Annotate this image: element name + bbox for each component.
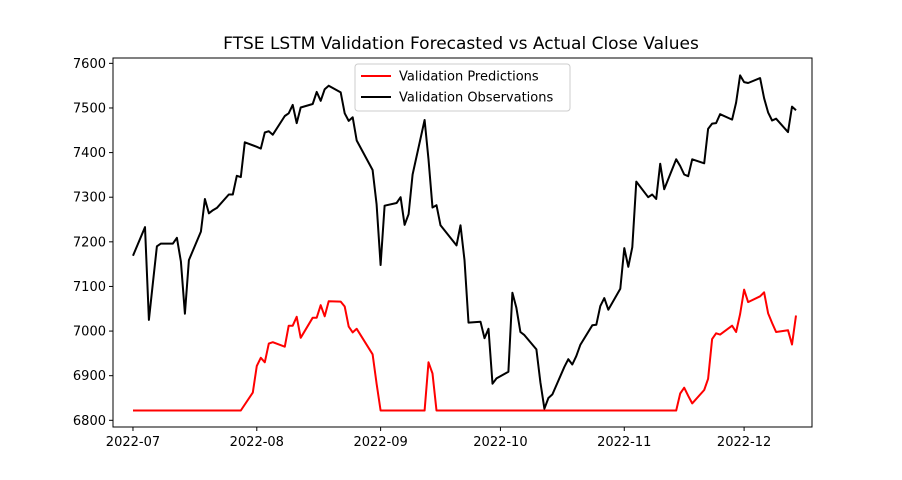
y-tick-label: 7100 [73,280,106,295]
x-tick-label: 2022-12 [717,435,771,450]
y-axis: 6800 6900 7000 7100 7200 7300 7400 7500 7600 [73,57,113,429]
x-tick-label: 2022-11 [597,435,651,450]
legend: Validation Predictions Validation Observ… [354,63,571,112]
y-tick-label: 7400 [73,146,106,161]
y-tick-label: 7000 [73,325,106,340]
x-tick-label: 2022-07 [106,435,160,450]
series-layer [132,74,797,412]
legend-box [354,63,571,112]
legend-label-observations: Validation Observations [399,91,553,106]
x-tick-label: 2022-08 [230,435,284,450]
legend-label-predictions: Validation Predictions [399,70,539,85]
y-tick-label: 6900 [73,369,106,384]
series-line-0 [133,288,797,412]
x-axis: 2022-07 2022-08 2022-09 2022-10 2022-11 2022-… [106,427,771,450]
y-tick-label: 7300 [73,191,106,206]
x-tick-label: 2022-10 [473,435,527,450]
y-tick-label: 7500 [73,101,106,116]
y-tick-label: 7600 [73,57,106,72]
series-line-1 [132,74,797,410]
y-tick-label: 6800 [73,414,106,429]
x-tick-label: 2022-09 [353,435,407,450]
chart-title: FTSE LSTM Validation Forecasted vs Actua… [223,34,699,54]
y-tick-label: 7200 [73,235,106,250]
axes-frame [112,57,813,428]
